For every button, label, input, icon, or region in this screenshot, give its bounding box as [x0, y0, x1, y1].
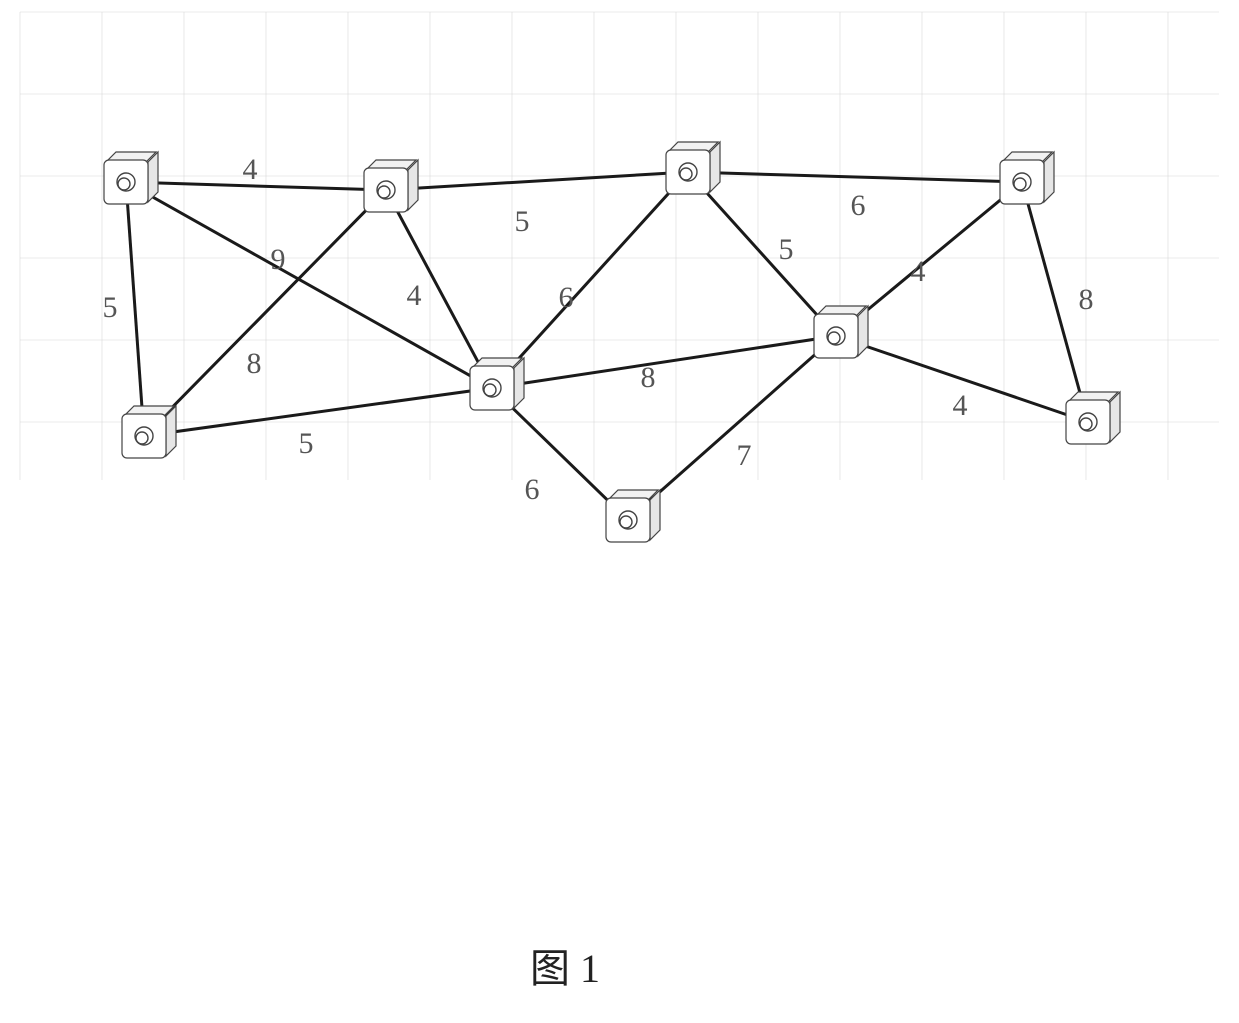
network-node — [104, 152, 158, 204]
edge — [144, 190, 386, 436]
edge-label: 9 — [271, 243, 286, 277]
network-node — [470, 358, 524, 410]
edge-label: 6 — [851, 189, 866, 223]
network-node — [606, 490, 660, 542]
edge-label: 6 — [525, 473, 540, 507]
diagram-canvas: 4 5 9 8 5 4 5 6 8 6 7 5 6 4 4 8 图 1 — [0, 0, 1239, 1023]
network-svg — [0, 0, 1239, 1023]
node-layer — [104, 142, 1120, 542]
edge-label: 4 — [911, 255, 926, 289]
edge — [386, 172, 688, 190]
edge-label: 4 — [953, 389, 968, 423]
edge — [144, 388, 492, 436]
network-node — [1000, 152, 1054, 204]
edge — [126, 182, 144, 436]
edge-label: 5 — [515, 205, 530, 239]
edge — [688, 172, 1022, 182]
edge-label: 4 — [407, 279, 422, 313]
network-node — [122, 406, 176, 458]
edge-label: 8 — [641, 361, 656, 395]
network-node — [666, 142, 720, 194]
edge — [688, 172, 836, 336]
edge-label: 7 — [737, 439, 752, 473]
network-node — [1066, 392, 1120, 444]
edge-label: 5 — [103, 291, 118, 325]
edge-label: 5 — [299, 427, 314, 461]
network-node — [814, 306, 868, 358]
edge-label: 8 — [1079, 283, 1094, 317]
figure-caption: 图 1 — [530, 936, 600, 994]
edge-label: 6 — [559, 281, 574, 315]
edge-layer — [126, 172, 1088, 520]
network-node — [364, 160, 418, 212]
edge-label: 4 — [243, 153, 258, 187]
edge-label: 5 — [779, 233, 794, 267]
edge-label: 8 — [247, 347, 262, 381]
